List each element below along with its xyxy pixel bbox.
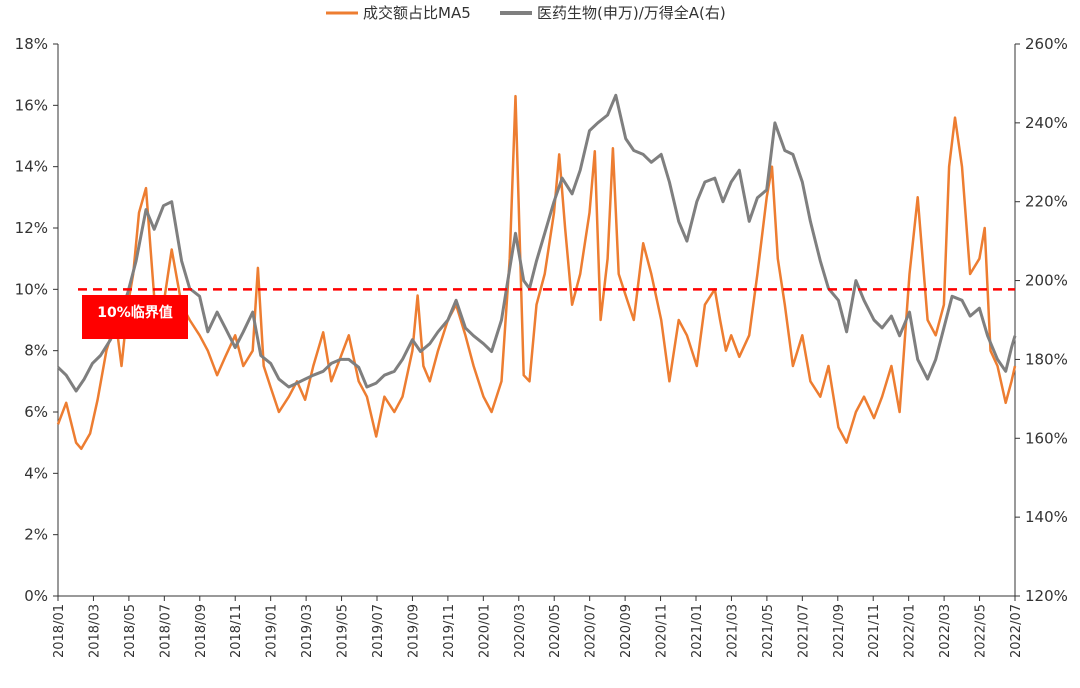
- y-right-tick-label: 240%: [1025, 114, 1068, 132]
- x-tick-label: 2020/03: [513, 604, 528, 658]
- x-tick-label: 2018/07: [158, 604, 173, 658]
- x-tick-label: 2018/03: [87, 604, 102, 658]
- y-left-tick-label: 6%: [24, 403, 48, 421]
- x-tick-label: 2019/09: [406, 604, 421, 658]
- legend-label-turnover-ratio: 成交额占比MA5: [363, 4, 471, 22]
- threshold-annotation-box: [82, 295, 188, 339]
- x-tick-label: 2021/01: [690, 604, 705, 658]
- x-tick-label: 2021/07: [796, 604, 811, 658]
- series-line-relative-valuation: [56, 93, 1017, 393]
- x-tick-label: 2021/09: [832, 604, 847, 658]
- y-left-tick-label: 12%: [15, 219, 48, 237]
- y-left-tick-label: 2%: [24, 526, 48, 544]
- x-tick-label: 2022/05: [974, 604, 989, 658]
- y-left-tick-label: 10%: [15, 280, 48, 298]
- annotations: 10%临界值: [78, 288, 1015, 339]
- x-tick-label: 2019/05: [336, 604, 351, 658]
- threshold-annotation-label: 10%临界值: [97, 304, 173, 321]
- y-left-tick-label: 16%: [15, 96, 48, 114]
- y-left-tick-label: 0%: [24, 587, 48, 605]
- y-right-tick-label: 200%: [1025, 272, 1068, 290]
- x-tick-label: 2018/09: [194, 604, 209, 658]
- x-tick-label: 2019/01: [265, 604, 280, 658]
- x-tick-label: 2022/07: [1009, 604, 1024, 658]
- y-right-tick-label: 160%: [1025, 429, 1068, 447]
- y-left-tick-label: 14%: [15, 158, 48, 176]
- x-tick-label: 2021/05: [761, 604, 776, 658]
- x-tick-label: 2022/03: [938, 604, 953, 658]
- y-left-tick-label: 4%: [24, 464, 48, 482]
- y-right-tick-label: 120%: [1025, 587, 1068, 605]
- x-tick-label: 2018/01: [52, 604, 67, 658]
- axes: 0% 2% 4% 6% 8% 10% 12% 14% 16% 18% 120% 140% 160% 180…: [15, 35, 1068, 658]
- x-tick-label: 2020/11: [655, 604, 670, 658]
- y-right-tick-label: 180%: [1025, 350, 1068, 368]
- x-tick-label: 2019/07: [371, 604, 386, 658]
- y-left-tick-label: 8%: [24, 342, 48, 360]
- x-tick-label: 2020/09: [619, 604, 634, 658]
- series-lines: [56, 93, 1017, 451]
- x-tick-label: 2020/05: [548, 604, 563, 658]
- x-tick-label: 2022/01: [903, 604, 918, 658]
- x-tick-label: 2018/11: [229, 604, 244, 658]
- series-line-turnover-ratio: [56, 94, 1017, 451]
- legend: 成交额占比MA5 医药生物(申万)/万得全A(右): [326, 4, 726, 22]
- x-tick-label: 2019/11: [442, 604, 457, 658]
- y-right-tick-label: 140%: [1025, 508, 1068, 526]
- x-tick-label: 2020/07: [584, 604, 599, 658]
- x-tick-label: 2018/05: [123, 604, 138, 658]
- y-left-tick-label: 18%: [15, 35, 48, 53]
- x-tick-label: 2019/03: [300, 604, 315, 658]
- legend-label-relative-valuation: 医药生物(申万)/万得全A(右): [537, 4, 726, 22]
- y-right-tick-label: 220%: [1025, 193, 1068, 211]
- x-tick-label: 2020/01: [477, 604, 492, 658]
- y-right-tick-label: 260%: [1025, 35, 1068, 53]
- x-tick-label: 2021/03: [725, 604, 740, 658]
- x-tick-label: 2021/11: [867, 604, 882, 658]
